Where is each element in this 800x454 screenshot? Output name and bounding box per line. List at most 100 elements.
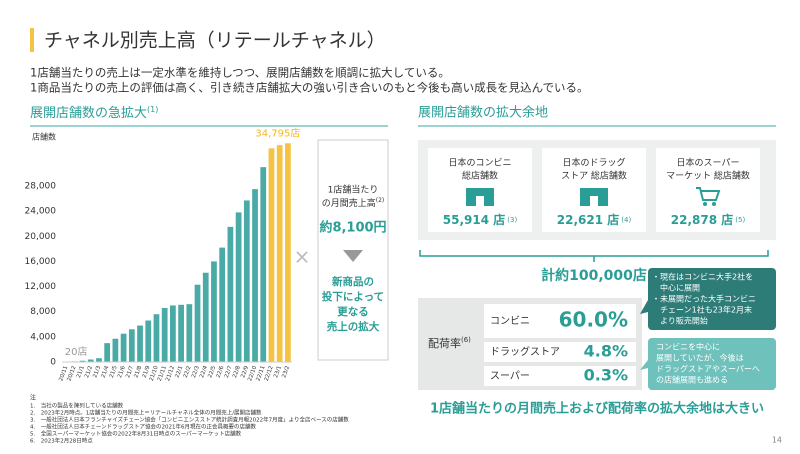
- bar: [121, 334, 127, 362]
- middle-value: 約8,100円: [319, 220, 386, 236]
- bar: [104, 343, 110, 362]
- middle-result: 更なる: [337, 306, 369, 318]
- middle-note: (2): [376, 197, 385, 204]
- store-label: ストア 総店舗数: [561, 170, 627, 182]
- bar: [260, 167, 266, 362]
- y-tick-label: 16,000: [25, 257, 57, 267]
- store-label: 日本のドラッグ: [562, 157, 625, 169]
- store-label: 総店舗数: [462, 170, 498, 182]
- cart-wheel: [703, 202, 707, 206]
- bracket: [420, 250, 768, 262]
- callout-line: ドラッグストアやスーパーへ: [656, 364, 760, 374]
- bar: [203, 273, 209, 362]
- store-value-text: 22,621 店: [557, 212, 620, 227]
- store-label: 日本のコンビニ: [448, 157, 511, 169]
- store-value-text: 22,878 店: [671, 212, 734, 227]
- bar: [137, 326, 143, 362]
- bar: [145, 321, 151, 362]
- store-note: (4): [621, 216, 631, 224]
- slide-title: チャネル別売上高（リテールチャネル）: [44, 30, 386, 52]
- rate-value: 60.0%: [559, 308, 628, 332]
- rate-label-text: 配荷率: [428, 336, 461, 350]
- bar: [244, 200, 250, 362]
- note-line: 4. 一般社団法人日本チェーンドラッグストア協会の2021年6月現在の正会員概要…: [30, 423, 256, 431]
- middle-label-text: の月間売上高: [322, 197, 376, 209]
- note-line: 6. 2023年2月28日時点: [30, 437, 93, 445]
- bar: [252, 189, 258, 362]
- note-line: 2. 2023年2月時点。1店舗当たりの月間売上＝リテールチャネル全体の月間売上…: [30, 409, 262, 417]
- store-icon-door: [590, 196, 598, 206]
- bar: [154, 314, 160, 362]
- bar: [129, 329, 135, 362]
- chart-title-text: 展開店舗数の急拡大: [30, 106, 147, 121]
- bar: [277, 145, 283, 362]
- callout-line: より販売開始: [652, 316, 708, 326]
- middle-result: 投下によって: [322, 290, 384, 303]
- rate-name: スーパー: [490, 370, 530, 382]
- title-accent: [30, 28, 34, 52]
- y-axis-title: 店舗数: [32, 132, 56, 142]
- middle-label: 1店舗当たり: [328, 184, 379, 196]
- store-note: (3): [507, 216, 517, 224]
- conclusion: 1店舗当たりの月間売上および配荷率の拡大余地は大きい: [430, 401, 764, 417]
- store-label: マーケット 総店舗数: [666, 170, 750, 182]
- intro-line: 1商品当たりの売上の評価は高く、引き続き店舗拡大の強い引き合いのもと今後も高い成…: [30, 81, 589, 95]
- bar: [285, 143, 291, 362]
- total: 計約100,000店: [541, 267, 647, 284]
- callout-line: コンビニを中心に: [656, 342, 720, 352]
- y-tick-label: 4,000: [30, 332, 56, 342]
- y-tick-label: 24,000: [25, 207, 57, 217]
- middle-result: 売上の拡大: [327, 320, 380, 333]
- rate-name: コンビニ: [490, 315, 530, 327]
- value-label: 34,795店: [255, 126, 300, 139]
- rate-name: ドラッグストア: [490, 345, 560, 358]
- bar: [219, 248, 225, 362]
- bar: [170, 305, 176, 362]
- bar: [228, 227, 234, 362]
- cart-wheel: [712, 202, 716, 206]
- y-tick-label: 0: [50, 358, 56, 368]
- notes-heading: 注: [30, 394, 36, 402]
- value-label: 20店: [65, 345, 88, 358]
- callout-line: ・現在はコンビニ大手2社を: [652, 272, 753, 282]
- bar: [96, 358, 102, 362]
- store-value-text: 55,914 店: [443, 212, 506, 227]
- y-tick-label: 12,000: [25, 282, 57, 292]
- times-sign: ×: [294, 245, 311, 269]
- store-label: 日本のスーパー: [677, 157, 740, 169]
- bar: [195, 285, 201, 362]
- bar: [269, 148, 275, 362]
- store-note: (5): [735, 216, 745, 224]
- bar: [236, 212, 242, 362]
- callout-line: 中心に展開: [652, 283, 700, 293]
- bar: [113, 339, 119, 362]
- note-line: 3. 一般社団法人日本フランチャイズチェーン協会「コンビニエンスストア統計調査月…: [30, 416, 349, 424]
- callout-line: ・未展開だった大手コンビニ: [652, 294, 756, 304]
- page-number: 14: [772, 436, 782, 445]
- store-icon-door: [476, 196, 484, 206]
- intro-line: 1店舗当たりの売上は一定水準を維持しつつ、展開店舗数を順調に拡大している。: [30, 66, 450, 80]
- callout-line: チェーン1社も23年2月末: [652, 305, 752, 315]
- bar: [211, 261, 217, 362]
- middle-result: 新商品の: [332, 275, 374, 288]
- rate-value: 0.3%: [584, 366, 628, 385]
- y-tick-label: 28,000: [25, 182, 57, 192]
- chart-title: 展開店舗数の急拡大(1): [30, 105, 158, 121]
- bar: [186, 304, 192, 362]
- y-tick-label: 20,000: [25, 232, 57, 242]
- callout-line: の店舗展開も進める: [656, 375, 728, 385]
- callout-line: 展開していたが、今後は: [656, 353, 744, 363]
- bar: [162, 308, 168, 362]
- note-line: 5. 全国スーパーマーケット協会の2022年8月31日時点のスーパーマーケット店…: [30, 430, 242, 438]
- middle-label: の月間売上高(2): [322, 197, 385, 209]
- rate-value: 4.8%: [584, 342, 628, 361]
- section-title: 展開店舗数の拡大余地: [418, 105, 548, 121]
- y-tick-label: 8,000: [30, 307, 56, 317]
- bar: [178, 305, 184, 362]
- rate-note: (6): [461, 336, 471, 344]
- note-line: 1. 当社の製品を陳列している店舗数: [30, 402, 124, 410]
